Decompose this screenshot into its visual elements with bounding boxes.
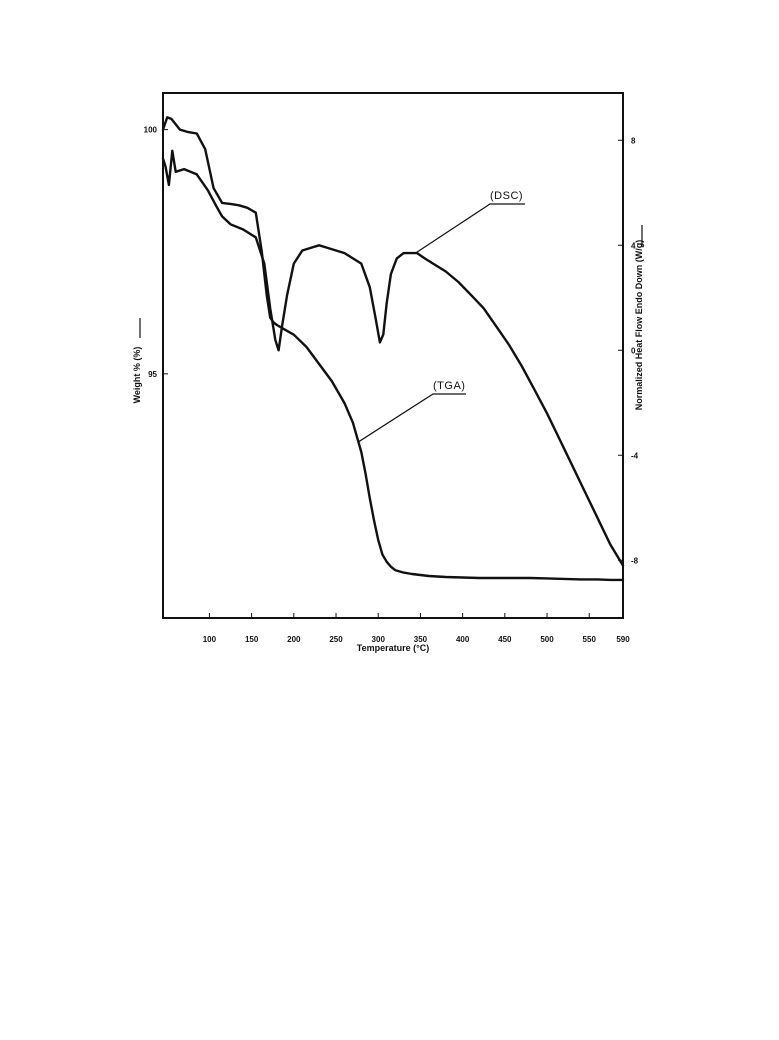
x-tick-label: 400	[456, 635, 470, 644]
x-axis-title: Temperature (°C)	[357, 643, 429, 653]
y-right-tick-label: -8	[631, 556, 639, 565]
dsc-leader-line	[415, 203, 525, 254]
x-tick-label: 250	[329, 635, 343, 644]
y-right-tick-label: 4	[631, 241, 636, 250]
x-tick-label: 300	[372, 635, 386, 644]
tga-curve	[161, 116, 625, 582]
curves-layer	[161, 116, 625, 582]
annotations-layer: (DSC) (TGA)	[357, 190, 525, 443]
tga-leader-line	[357, 393, 466, 443]
dsc-annotation-label: (DSC)	[490, 190, 523, 202]
x-tick-label: 500	[540, 635, 554, 644]
plot-frame	[162, 92, 624, 619]
x-tick-label: 150	[245, 635, 259, 644]
tga-annotation-label: (TGA)	[433, 380, 465, 392]
y-right-tick-label: -4	[631, 451, 639, 460]
y-left-tick-label: 95	[148, 370, 157, 379]
y-right-axis-title: Normalized Heat Flow Endo Down (W/g)	[634, 240, 644, 411]
y-left-axis-title: Weight % (%)	[132, 347, 142, 404]
x-tick-label: 350	[414, 635, 428, 644]
x-tick-label: 200	[287, 635, 301, 644]
x-tick-label: 590	[616, 635, 630, 644]
dsc-curve	[161, 149, 625, 567]
x-tick-label: 450	[498, 635, 512, 644]
ticks-layer: 100 150 200 250 300 350 400 450 500 550 590 100 95 8 4…	[144, 126, 639, 644]
x-tick-label: 100	[203, 635, 217, 644]
x-tick-label: 550	[583, 635, 597, 644]
y-right-tick-label: 0	[631, 346, 636, 355]
y-left-tick-label: 100	[144, 126, 158, 135]
y-right-tick-label: 8	[631, 136, 636, 145]
